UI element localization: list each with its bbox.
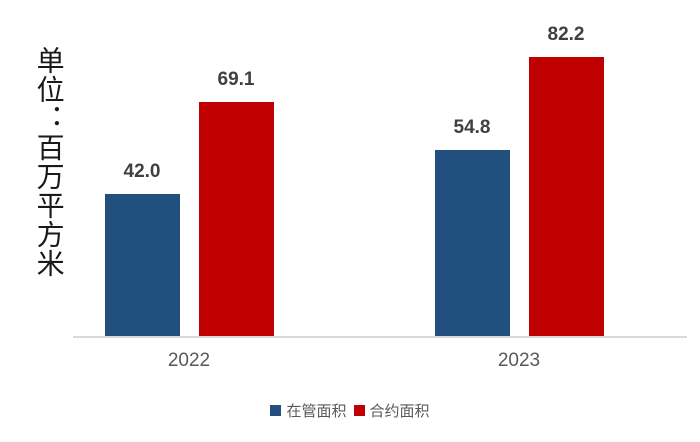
- x-axis-label-2023: 2023: [497, 350, 541, 371]
- legend-label-managed-area: 在管面积: [286, 403, 347, 420]
- legend-item-contracted-area: 合约面积: [353, 400, 430, 421]
- bar-value-label: 54.8: [453, 117, 491, 138]
- x-axis-label-2022: 2022: [167, 350, 211, 371]
- bar-value-label: 69.1: [217, 69, 255, 90]
- legend-label-contracted-area: 合约面积: [369, 403, 430, 420]
- legend-swatch-managed-area-icon: [270, 405, 282, 416]
- legend-item-managed-area: 在管面积: [270, 400, 347, 421]
- legend: 在管面积 合约面积: [0, 400, 700, 421]
- bar-contracted-area-2022: 69.1: [198, 69, 274, 336]
- y-axis-unit-label: 单位：百万平方米: [33, 46, 65, 278]
- bar-managed-area-2022: 42.0: [104, 161, 180, 336]
- bar-contracted-area-2023: 82.2: [528, 24, 604, 336]
- legend-swatch-contracted-area-icon: [353, 405, 365, 416]
- bar-managed-area-2023: 54.8: [434, 117, 510, 336]
- bar-value-label: 82.2: [547, 24, 585, 45]
- bar-value-label: 42.0: [123, 161, 161, 182]
- x-axis-line: [73, 336, 687, 338]
